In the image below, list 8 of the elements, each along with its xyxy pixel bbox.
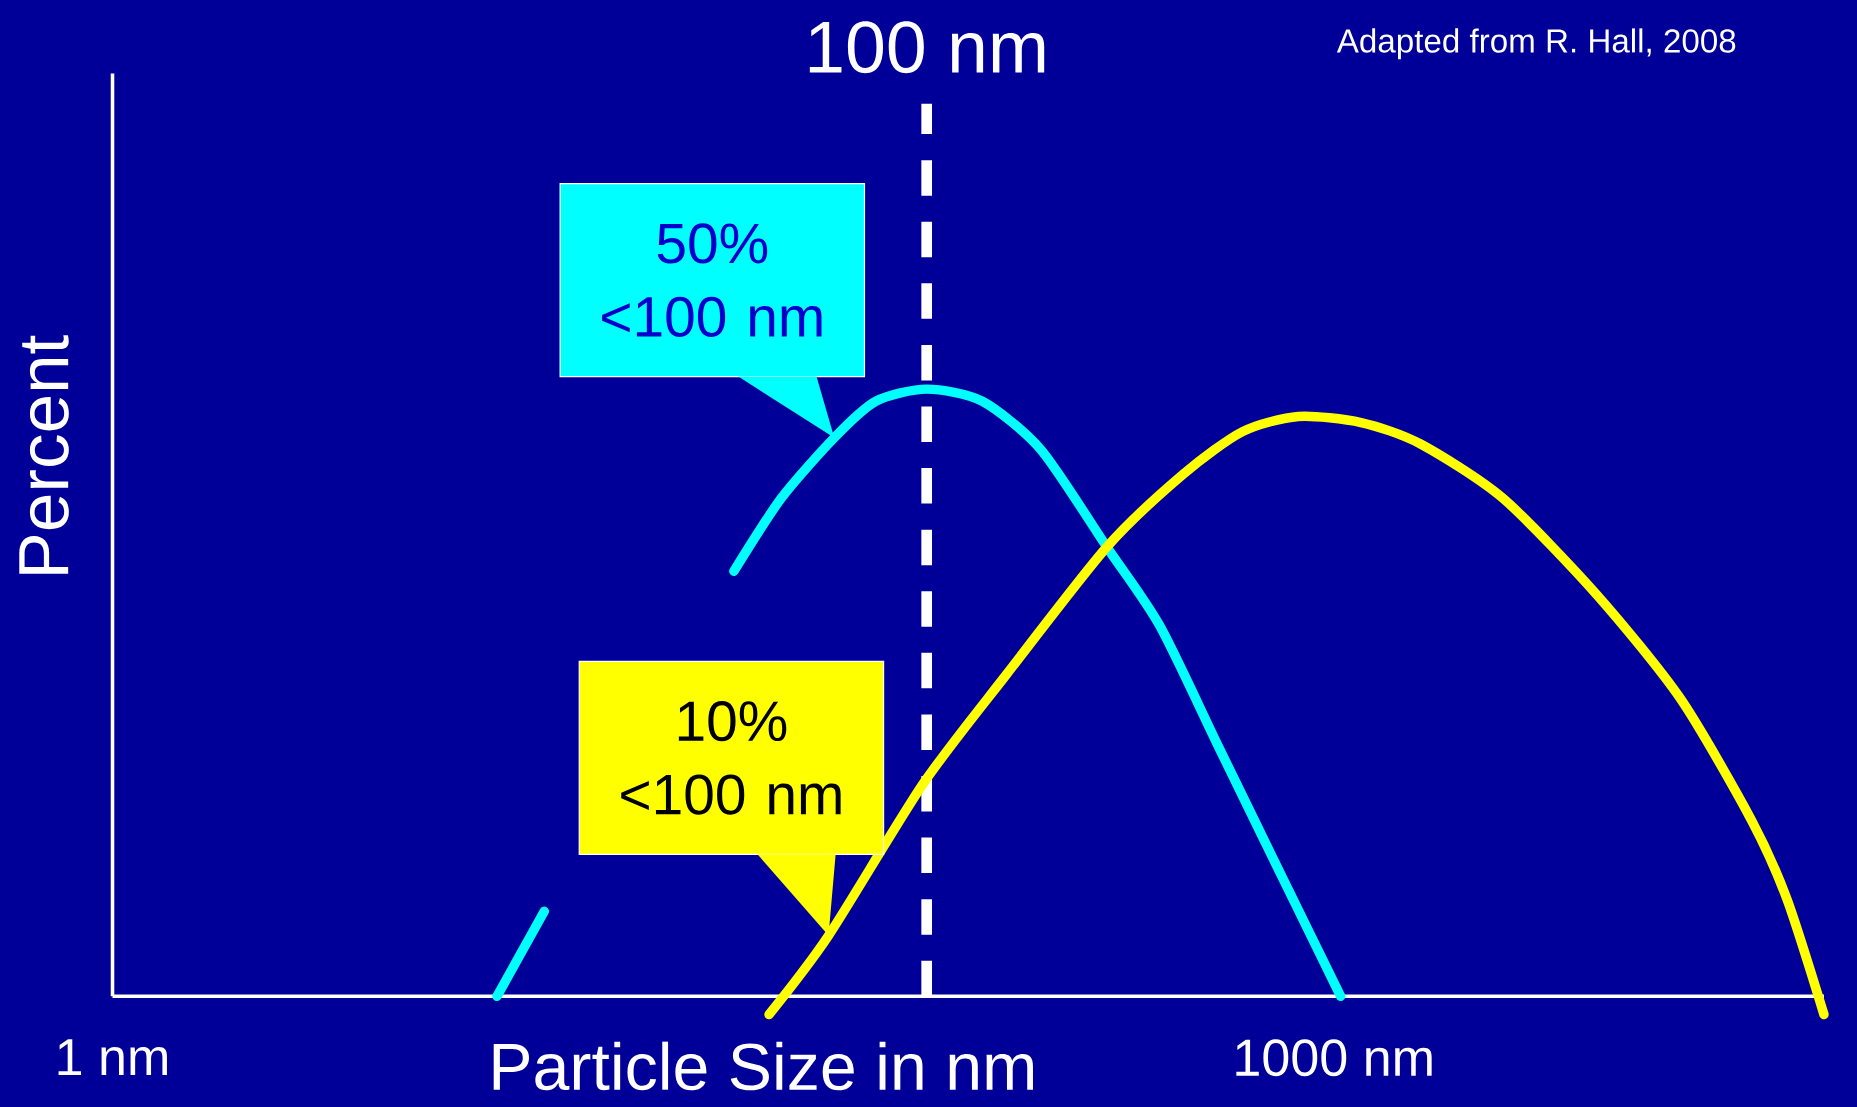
x-axis-title: Particle Size in nm bbox=[493, 1041, 1033, 1091]
annotation: 10% <100 nm bbox=[621, 700, 841, 815]
y-axis-title: Percent bbox=[19, 335, 69, 574]
ref-line-label: 100 nm bbox=[809, 21, 1045, 74]
x-tick-label: 1000 nm bbox=[1236, 1039, 1432, 1076]
annotation: 50% <100 nm bbox=[602, 223, 822, 337]
text: Adapted from R. Hall, 2008 bbox=[1336, 28, 1736, 60]
x-tick-label: 1 nm bbox=[58, 1039, 167, 1075]
